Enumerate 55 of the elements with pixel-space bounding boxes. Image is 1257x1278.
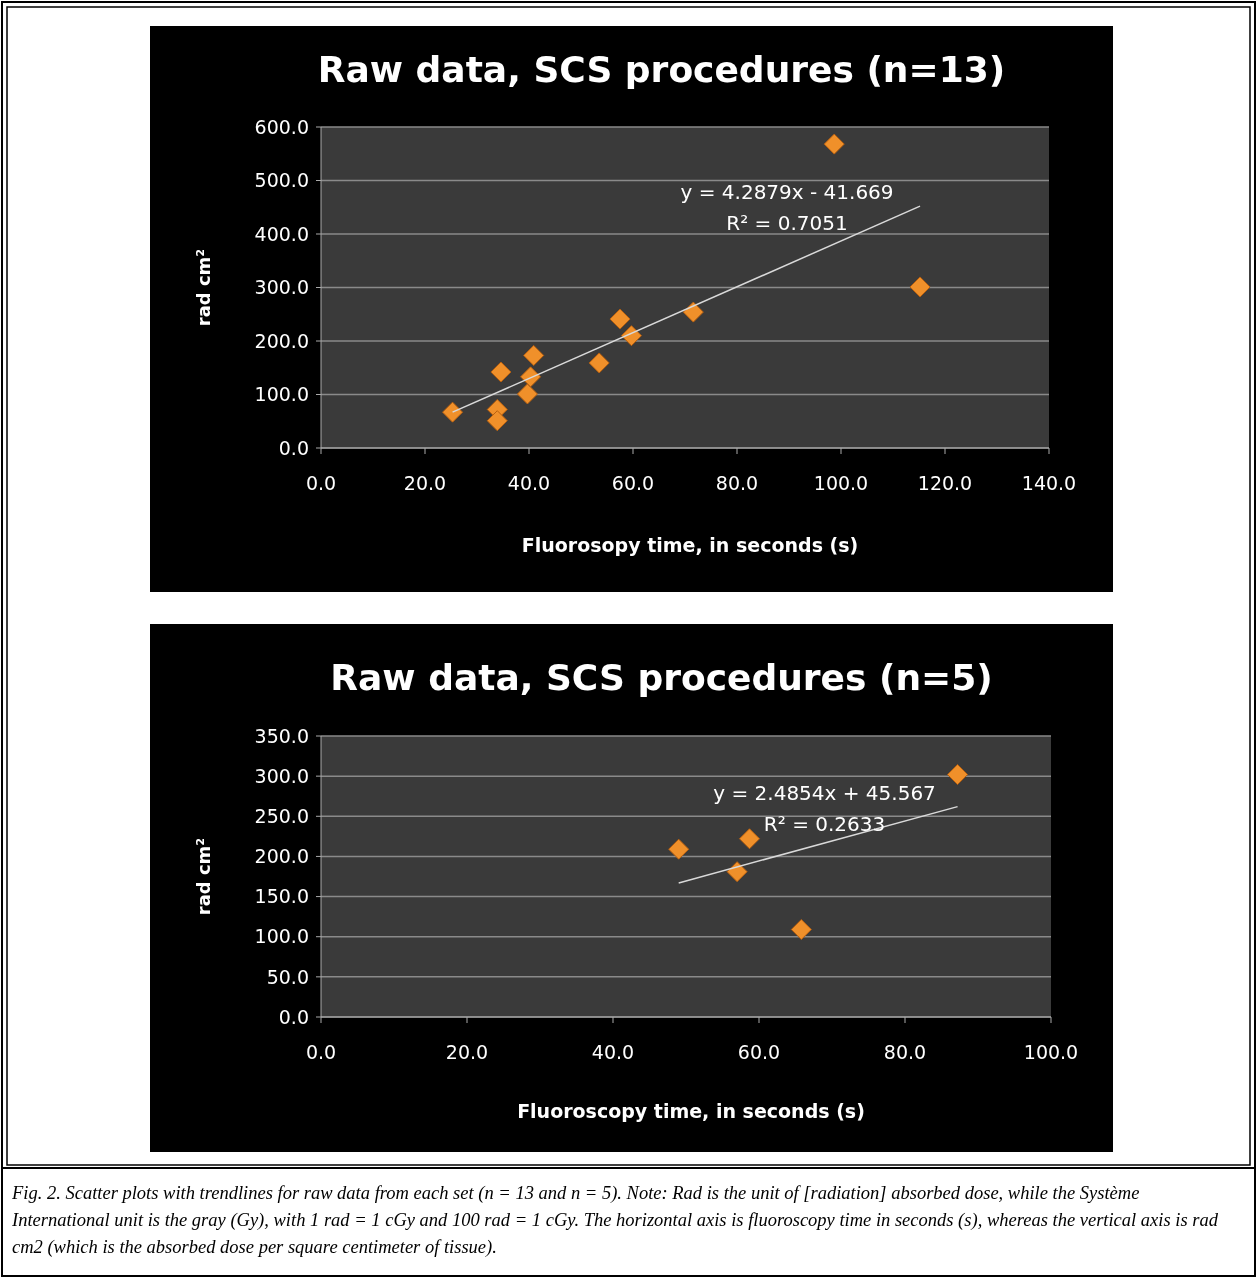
y-tick-label: 0.0 bbox=[278, 436, 309, 459]
x-tick-label: 40.0 bbox=[591, 1041, 635, 1063]
y-tick-label: 300.0 bbox=[254, 276, 309, 299]
y-tick-label: 200.0 bbox=[254, 845, 309, 868]
y-tick-label: 300.0 bbox=[254, 764, 309, 787]
chart-title: Raw data, SCS procedures (n=13) bbox=[317, 49, 1006, 90]
point bbox=[523, 344, 545, 366]
y-tick-label: 150.0 bbox=[254, 885, 309, 908]
y-tick-label: 500.0 bbox=[254, 169, 309, 192]
annotation: y = 4.2879x - 41.669 bbox=[680, 180, 894, 205]
y-tick-label: 0.0 bbox=[278, 1005, 309, 1028]
caption: Fig. 2. Scatter plots with trendlines for raw data from each set (n = 13 and n = 5). Note: Rad is the unit of [radiation] absorbed dose, while the Système International unit is the gray (Gy), with 1 rad = 1 cGy and 100 rad = 1 cGy. The horizontal axis is fluoroscopy time in seconds (s), whereas the vertical axis is rad cm2 (which is the absorbed dose per square centimeter of tissue). bbox=[12, 1182, 1219, 1259]
point bbox=[609, 308, 631, 330]
chart-title: Raw data, SCS procedures (n=5) bbox=[330, 657, 993, 698]
point bbox=[516, 383, 538, 405]
point bbox=[588, 352, 610, 374]
annotation: R² = 0.7051 bbox=[726, 211, 848, 236]
y-tick-label: 200.0 bbox=[254, 329, 309, 352]
x-tick-label: 100.0 bbox=[1023, 1041, 1079, 1063]
x-tick-label: 60.0 bbox=[737, 1041, 781, 1063]
annotation: y = 2.4854x + 45.567 bbox=[713, 780, 936, 805]
y-tick-label: 350.0 bbox=[254, 724, 309, 747]
point bbox=[442, 401, 464, 423]
point bbox=[486, 410, 508, 432]
point bbox=[823, 133, 845, 155]
y-tick-label: 600.0 bbox=[254, 115, 309, 138]
y-tick-label: 100.0 bbox=[254, 383, 309, 406]
point bbox=[682, 301, 704, 323]
x-tick-label: 20.0 bbox=[403, 472, 447, 494]
point bbox=[909, 276, 931, 298]
x-tick-label: 120.0 bbox=[917, 472, 973, 494]
point bbox=[726, 861, 748, 883]
x-tick-label: 40.0 bbox=[507, 472, 551, 494]
x-tick-label: 20.0 bbox=[445, 1041, 489, 1063]
point bbox=[668, 838, 690, 860]
point bbox=[947, 764, 969, 786]
x-tick-label: 0.0 bbox=[305, 1041, 337, 1063]
y-axis-title: rad cm² bbox=[193, 837, 214, 916]
x-tick-label: 80.0 bbox=[883, 1041, 927, 1063]
point bbox=[739, 828, 761, 850]
x-tick-label: 100.0 bbox=[813, 472, 869, 494]
y-axis-title: rad cm² bbox=[193, 248, 214, 327]
y-tick-label: 400.0 bbox=[254, 222, 309, 245]
point bbox=[790, 918, 812, 940]
point bbox=[490, 361, 512, 383]
x-tick-label: 80.0 bbox=[715, 472, 759, 494]
x-axis-title: Fluorosopy time, in seconds (s) bbox=[521, 534, 859, 556]
x-axis-title: Fluoroscopy time, in seconds (s) bbox=[517, 1100, 865, 1122]
y-tick-label: 250.0 bbox=[254, 804, 309, 827]
y-tick-label: 50.0 bbox=[266, 965, 309, 988]
x-tick-label: 140.0 bbox=[1021, 472, 1077, 494]
y-tick-label: 100.0 bbox=[254, 925, 309, 948]
annotation: R² = 0.2633 bbox=[763, 811, 886, 836]
x-tick-label: 0.0 bbox=[305, 472, 337, 494]
x-tick-label: 60.0 bbox=[611, 472, 655, 494]
